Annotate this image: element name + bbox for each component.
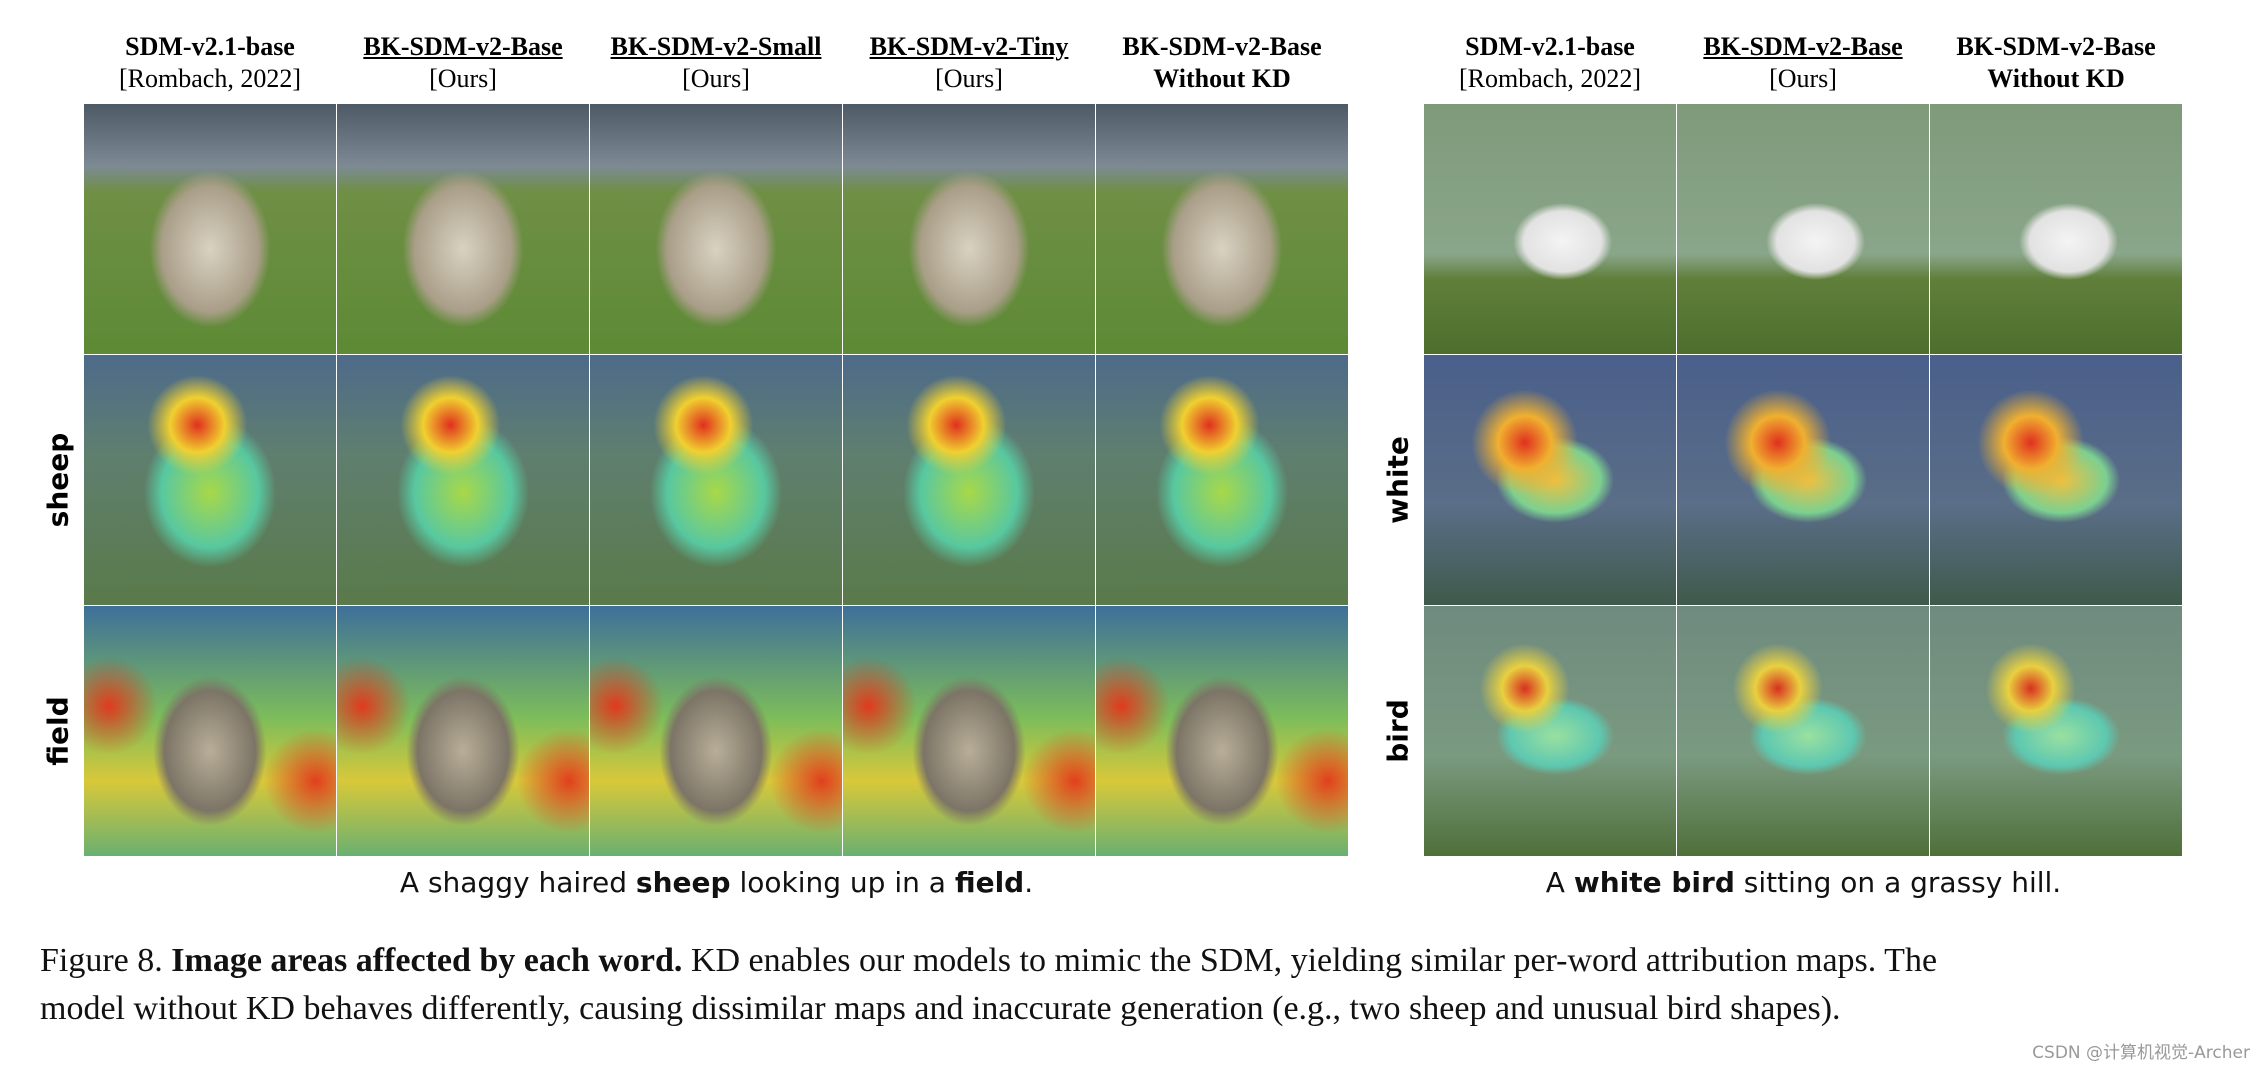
- column-subtitle: Without KD: [1987, 64, 2125, 93]
- image-cell: [1096, 606, 1348, 856]
- image-cell: [337, 606, 589, 856]
- caption-segment: Figure 8.: [40, 942, 172, 979]
- caption-segment: field: [954, 866, 1025, 899]
- column-title: BK-SDM-v2-Base: [1122, 32, 1322, 61]
- image-cell: [843, 355, 1095, 605]
- column-subtitle: [Ours]: [1769, 64, 1837, 93]
- image-cell: [1096, 355, 1348, 605]
- column-subtitle: Without KD: [1153, 64, 1291, 93]
- column-title: BK-SDM-v2-Base: [1956, 32, 2156, 61]
- image-cell: [590, 355, 842, 605]
- caption-segment: model without KD behaves differently, ca…: [40, 990, 1841, 1027]
- image-cell: [1424, 355, 1676, 605]
- image-cell: [1424, 606, 1676, 856]
- row-label: field: [41, 696, 75, 766]
- image-cell: [1424, 104, 1676, 354]
- image-cell: [1930, 104, 2182, 354]
- caption-segment: A: [1545, 866, 1574, 899]
- panel-caption: A white bird sitting on a grassy hill.: [1546, 866, 2061, 899]
- image-cell: [1677, 104, 1929, 354]
- caption-segment: sitting on a grassy hill.: [1734, 866, 2062, 899]
- caption-segment: A shaggy haired: [399, 866, 636, 899]
- column-title: BK-SDM-v2-Base: [363, 32, 563, 61]
- image-cell: [84, 104, 336, 354]
- image-cell: [337, 355, 589, 605]
- caption-segment: white bird: [1573, 866, 1735, 899]
- image-cell: [84, 355, 336, 605]
- image-cell: [1677, 355, 1929, 605]
- image-cell: [590, 104, 842, 354]
- column-title: SDM-v2.1-base: [1465, 32, 1635, 61]
- column-title: BK-SDM-v2-Small: [610, 32, 822, 61]
- caption-segment: sheep: [635, 866, 731, 899]
- column-subtitle: [Rombach, 2022]: [1459, 64, 1641, 93]
- column-title: SDM-v2.1-base: [125, 32, 295, 61]
- column-title: BK-SDM-v2-Base: [1703, 32, 1903, 61]
- caption-segment: Image areas affected by each word.: [171, 942, 683, 979]
- image-cell: [84, 606, 336, 856]
- figure-caption-line: Figure 8. Image areas affected by each w…: [40, 942, 1937, 980]
- column-subtitle: [Ours]: [429, 64, 497, 93]
- row-label: white: [1381, 436, 1415, 524]
- image-cell: [843, 606, 1095, 856]
- image-cell: [1677, 606, 1929, 856]
- caption-segment: .: [1024, 866, 1034, 899]
- column-subtitle: [Ours]: [682, 64, 750, 93]
- figure-caption-line: model without KD behaves differently, ca…: [40, 990, 1841, 1028]
- image-cell: [337, 104, 589, 354]
- panel-caption: A shaggy haired sheep looking up in a fi…: [400, 866, 1033, 899]
- caption-segment: looking up in a: [730, 866, 955, 899]
- column-subtitle: [Rombach, 2022]: [119, 64, 301, 93]
- image-cell: [1930, 355, 2182, 605]
- column-title: BK-SDM-v2-Tiny: [869, 32, 1069, 61]
- image-cell: [1930, 606, 2182, 856]
- row-label: bird: [1381, 699, 1415, 763]
- row-label: sheep: [41, 432, 75, 528]
- image-cell: [590, 606, 842, 856]
- caption-segment: KD enables our models to mimic the SDM, …: [682, 942, 1938, 979]
- image-cell: [1096, 104, 1348, 354]
- watermark: CSDN @计算机视觉-Archer: [2032, 1043, 2250, 1063]
- image-cell: [843, 104, 1095, 354]
- column-subtitle: [Ours]: [935, 64, 1003, 93]
